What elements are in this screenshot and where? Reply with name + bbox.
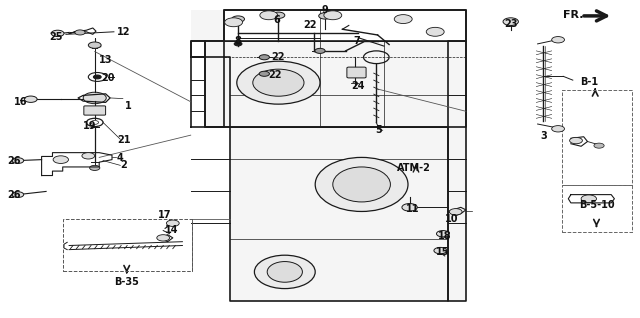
Text: 26: 26 [7, 190, 21, 200]
Text: 21: 21 [116, 135, 131, 145]
Text: 19: 19 [83, 121, 97, 131]
Circle shape [570, 137, 582, 144]
Text: 3: 3 [541, 131, 547, 141]
Circle shape [234, 42, 242, 46]
Text: B-5-10: B-5-10 [579, 200, 614, 210]
Circle shape [324, 11, 342, 20]
Circle shape [426, 27, 444, 36]
Text: 13: 13 [99, 55, 113, 66]
Circle shape [581, 195, 596, 203]
Circle shape [157, 235, 170, 241]
Circle shape [93, 75, 101, 79]
Circle shape [259, 71, 269, 76]
Circle shape [75, 30, 85, 35]
Circle shape [83, 92, 106, 104]
Text: 24: 24 [351, 81, 365, 91]
Text: 14: 14 [164, 225, 179, 235]
Ellipse shape [333, 167, 390, 202]
Text: B-35: B-35 [115, 277, 139, 287]
Text: 16: 16 [13, 97, 28, 107]
Circle shape [436, 231, 449, 237]
Bar [562, 185, 632, 232]
Ellipse shape [255, 255, 315, 289]
Text: 9: 9 [322, 5, 328, 15]
Text: 6: 6 [273, 15, 280, 25]
Polygon shape [191, 10, 466, 301]
Circle shape [225, 18, 243, 27]
Text: 18: 18 [438, 231, 452, 241]
Text: 17: 17 [158, 210, 172, 220]
Text: 2: 2 [120, 160, 127, 170]
Circle shape [503, 18, 518, 25]
Text: 25: 25 [49, 31, 63, 42]
Text: 23: 23 [504, 19, 518, 29]
Circle shape [260, 11, 278, 20]
Text: ATM-2: ATM-2 [397, 163, 431, 173]
Circle shape [12, 158, 24, 163]
FancyBboxPatch shape [84, 106, 106, 115]
Circle shape [51, 30, 64, 37]
Text: 7: 7 [354, 36, 360, 46]
Text: 22: 22 [271, 52, 285, 62]
Text: 20: 20 [100, 73, 115, 83]
Circle shape [315, 48, 325, 53]
Text: 11: 11 [406, 204, 420, 214]
Ellipse shape [268, 261, 303, 282]
FancyBboxPatch shape [347, 67, 366, 78]
Text: B-1: B-1 [580, 77, 598, 87]
Circle shape [88, 42, 101, 48]
Ellipse shape [237, 61, 320, 104]
Circle shape [552, 126, 564, 132]
Circle shape [12, 192, 24, 197]
Circle shape [594, 143, 604, 148]
Circle shape [90, 165, 100, 170]
Text: 4: 4 [117, 153, 124, 163]
Circle shape [232, 16, 244, 22]
Circle shape [402, 204, 417, 211]
Text: 26: 26 [7, 156, 21, 166]
Text: 8: 8 [235, 36, 241, 46]
Circle shape [272, 12, 285, 18]
Text: 5: 5 [376, 125, 382, 135]
Ellipse shape [315, 157, 408, 211]
Text: 10: 10 [445, 214, 459, 225]
Circle shape [166, 220, 179, 226]
Circle shape [259, 55, 269, 60]
Text: 22: 22 [303, 20, 317, 31]
Text: 12: 12 [116, 27, 131, 37]
Bar [63, 219, 192, 271]
Circle shape [319, 13, 332, 19]
Circle shape [53, 156, 68, 163]
Circle shape [24, 96, 37, 102]
Circle shape [434, 247, 447, 254]
Text: FR.: FR. [563, 10, 583, 20]
Text: 15: 15 [436, 247, 450, 257]
Circle shape [449, 209, 462, 215]
Circle shape [394, 15, 412, 24]
Ellipse shape [253, 69, 304, 96]
Circle shape [82, 153, 95, 159]
Circle shape [552, 37, 564, 43]
Text: 22: 22 [268, 70, 282, 80]
Text: 1: 1 [125, 100, 131, 111]
Bar [562, 90, 632, 185]
